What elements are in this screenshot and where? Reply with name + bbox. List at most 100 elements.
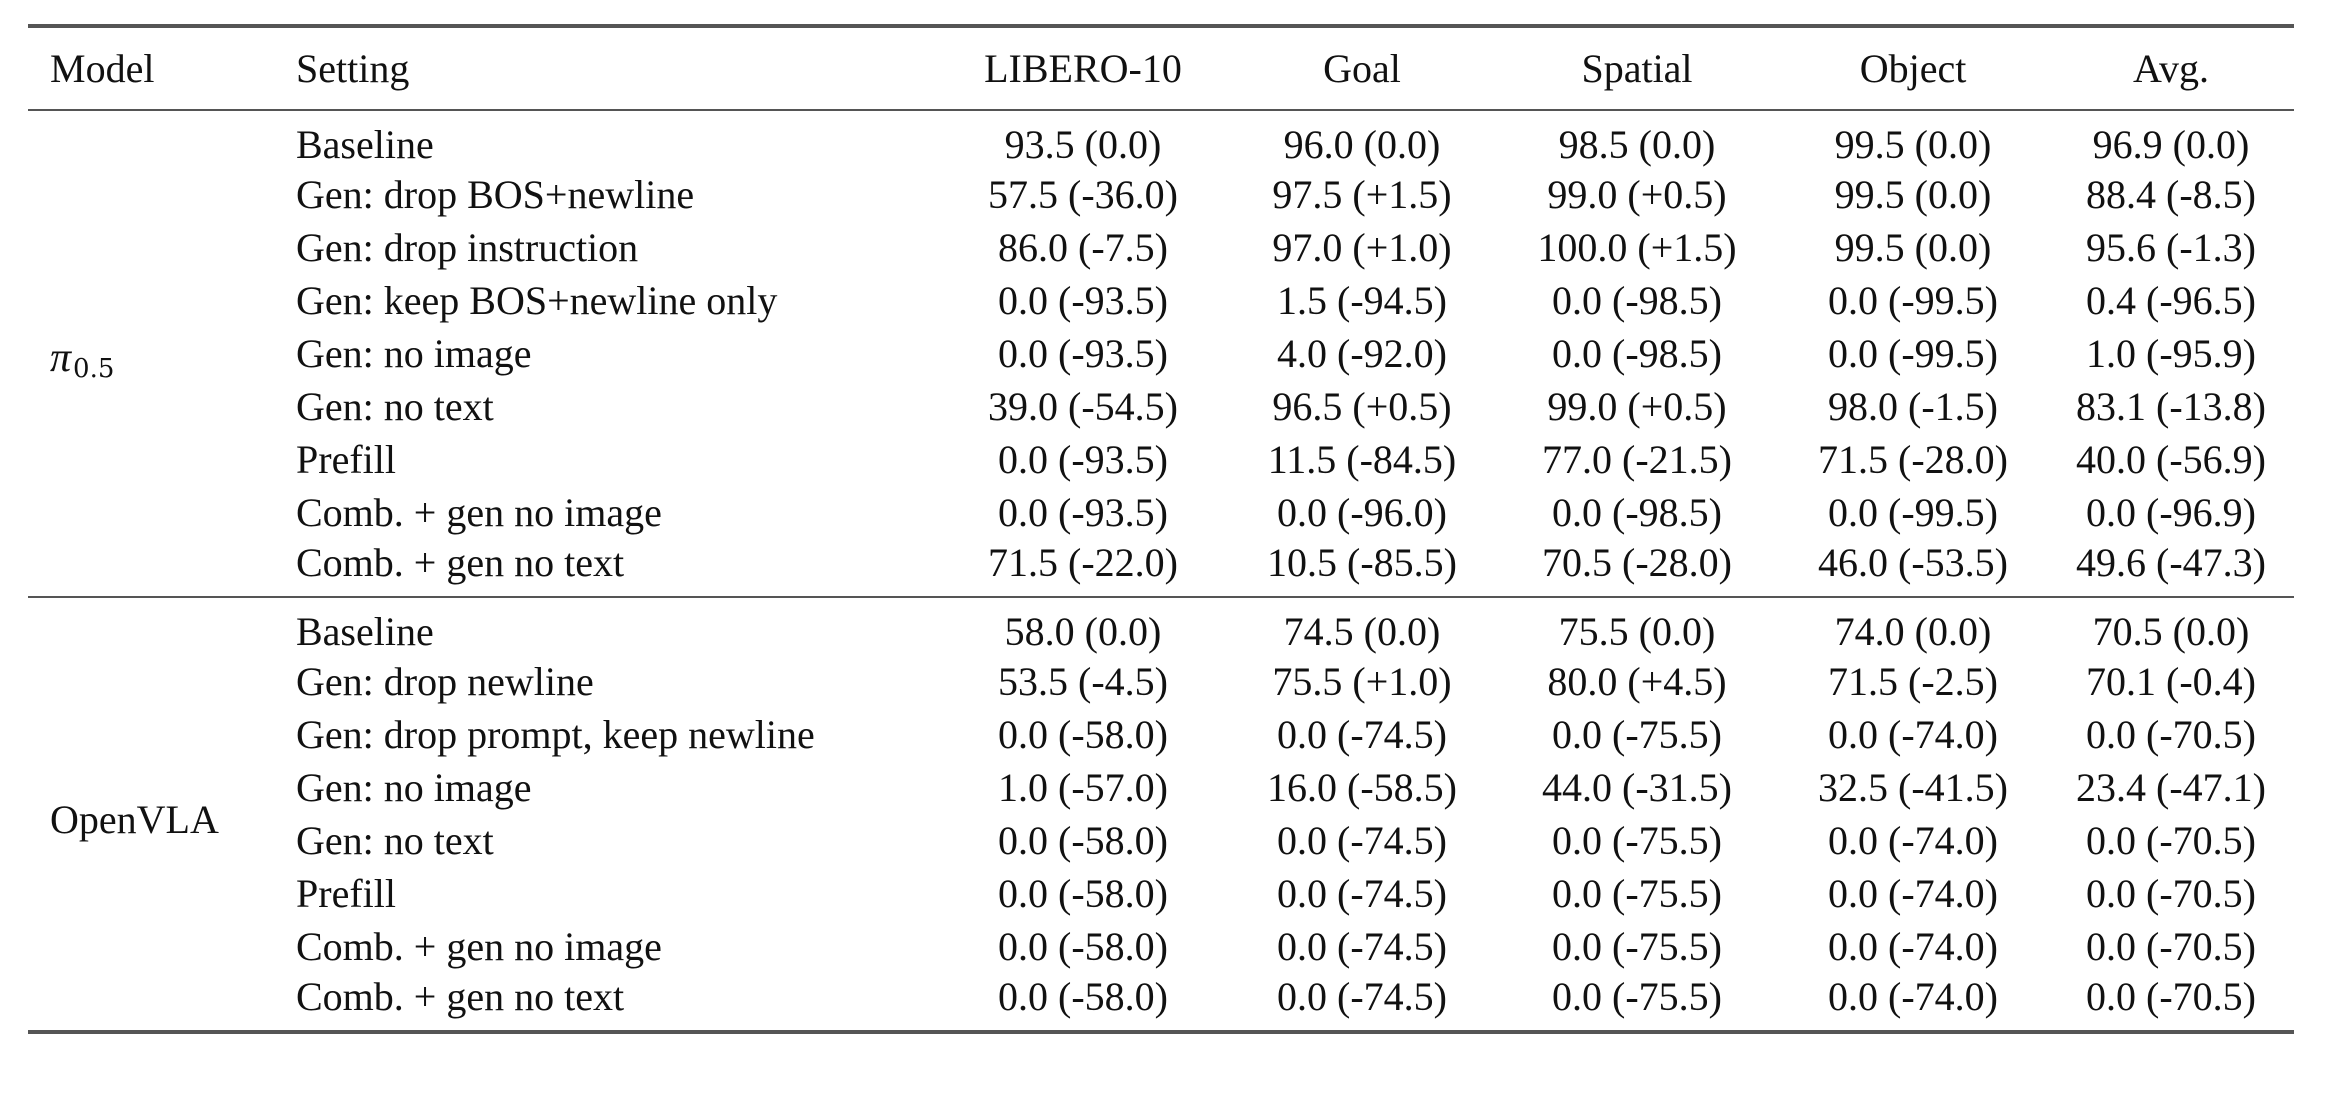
goal-cell: 0.0 (-74.5) [1277,871,1447,916]
table-row: Gen: drop BOS+newline 57.5 (-36.0) 97.5 (+… [28,168,2294,221]
goal-cell: 4.0 (-92.0) [1277,331,1447,376]
header-libero-10: LIBERO-10 [984,46,1182,91]
object-cell: 99.5 (0.0) [1834,122,1992,167]
goal-cell: 97.0 (+1.0) [1272,225,1452,270]
table-header: Model Setting LIBERO-10 Goal Spatial Obj… [28,26,2294,110]
table-row: Gen: drop prompt, keep newline 0.0 (-58.0… [28,708,2294,761]
table-row: Gen: no text 39.0 (-54.5) 96.5 (+0.5) 99.0 … [28,380,2294,433]
goal-cell: 1.5 (-94.5) [1277,278,1447,323]
avg-cell: 0.0 (-96.9) [2086,490,2256,535]
setting-cell: Comb. + gen no text [296,974,625,1019]
object-cell: 0.0 (-99.5) [1828,278,1998,323]
avg-cell: 40.0 (-56.9) [2076,437,2266,482]
table-row: Gen: no text 0.0 (-58.0) 0.0 (-74.5) 0.0 (-… [28,814,2294,867]
model-symbol: π [50,334,72,381]
goal-cell: 10.5 (-85.5) [1267,540,1457,585]
model-name-cell: OpenVLA [50,796,219,842]
spatial-cell: 0.0 (-98.5) [1552,331,1722,376]
object-cell: 71.5 (-28.0) [1818,437,2008,482]
avg-cell: 88.4 (-8.5) [2086,172,2256,217]
libero-10-cell: 0.0 (-93.5) [998,331,1168,376]
avg-cell: 49.6 (-47.3) [2076,540,2266,585]
spatial-cell: 70.5 (-28.0) [1542,540,1732,585]
libero-10-cell: 58.0 (0.0) [1004,609,1162,654]
table-body: π0.5 Baseline 93.5 (0.0) 96.0 (0.0) 98.5 (0.… [28,110,2294,1032]
setting-cell: Gen: no image [296,765,532,810]
model-subscript: 0.5 [73,353,115,384]
libero-10-cell: 0.0 (-58.0) [998,871,1168,916]
object-cell: 99.5 (0.0) [1834,225,1992,270]
libero-10-cell: 53.5 (-4.5) [998,659,1168,704]
table-row: Gen: keep BOS+newline only 0.0 (-93.5) 1.5… [28,274,2294,327]
header-avg: Avg. [2133,46,2209,91]
avg-cell: 0.0 (-70.5) [2086,924,2256,969]
header-goal: Goal [1323,46,1401,91]
goal-cell: 0.0 (-74.5) [1277,712,1447,757]
spatial-cell: 80.0 (+4.5) [1547,659,1727,704]
libero-10-cell: 0.0 (-58.0) [998,974,1168,1019]
setting-cell: Baseline [296,122,434,167]
avg-cell: 95.6 (-1.3) [2086,225,2256,270]
avg-cell: 0.0 (-70.5) [2086,712,2256,757]
spatial-cell: 0.0 (-75.5) [1552,712,1722,757]
spatial-cell: 98.5 (0.0) [1558,122,1716,167]
goal-cell: 0.0 (-74.5) [1277,924,1447,969]
table-row: Prefill 0.0 (-93.5) 11.5 (-84.5) 77.0 (-21.… [28,433,2294,486]
setting-cell: Prefill [296,437,396,482]
object-cell: 0.0 (-74.0) [1828,712,1998,757]
spatial-cell: 0.0 (-75.5) [1552,974,1722,1019]
goal-cell: 96.5 (+0.5) [1272,384,1452,429]
libero-10-cell: 0.0 (-93.5) [998,490,1168,535]
spatial-cell: 99.0 (+0.5) [1547,384,1727,429]
setting-cell: Comb. + gen no text [296,540,625,585]
goal-cell: 16.0 (-58.5) [1267,765,1457,810]
object-cell: 46.0 (-53.5) [1818,540,2008,585]
setting-cell: Gen: drop BOS+newline [296,172,695,217]
setting-cell: Gen: drop instruction [296,225,639,270]
spatial-cell: 100.0 (+1.5) [1537,225,1737,270]
object-cell: 0.0 (-74.0) [1828,871,1998,916]
object-cell: 98.0 (-1.5) [1828,384,1998,429]
avg-cell: 0.4 (-96.5) [2086,278,2256,323]
spatial-cell: 44.0 (-31.5) [1542,765,1732,810]
avg-cell: 0.0 (-70.5) [2086,818,2256,863]
setting-cell: Comb. + gen no image [296,924,662,969]
header-object: Object [1859,46,1967,91]
avg-cell: 23.4 (-47.1) [2076,765,2266,810]
object-cell: 0.0 (-74.0) [1828,818,1998,863]
setting-cell: Gen: no text [296,818,494,863]
table-row: Gen: no image 0.0 (-93.5) 4.0 (-92.0) 0.0 (… [28,327,2294,380]
goal-cell: 0.0 (-74.5) [1277,974,1447,1019]
table-row: Prefill 0.0 (-58.0) 0.0 (-74.5) 0.0 (-75.5)… [28,867,2294,920]
header-row: Model Setting LIBERO-10 Goal Spatial Obj… [28,26,2294,110]
object-cell: 0.0 (-74.0) [1828,924,1998,969]
spatial-cell: 0.0 (-98.5) [1552,278,1722,323]
object-cell: 0.0 (-99.5) [1828,331,1998,376]
header-model: Model [50,46,155,91]
goal-cell: 0.0 (-96.0) [1277,490,1447,535]
libero-10-cell: 93.5 (0.0) [1004,122,1162,167]
avg-cell: 70.5 (0.0) [2092,609,2250,654]
spatial-cell: 77.0 (-21.5) [1542,437,1732,482]
table-row: Gen: drop newline 53.5 (-4.5) 75.5 (+1.0) 8… [28,655,2294,708]
table-row: π0.5 Baseline 93.5 (0.0) 96.0 (0.0) 98.5 (0.… [28,110,2294,384]
spatial-cell: 75.5 (0.0) [1558,609,1716,654]
spatial-cell: 0.0 (-75.5) [1552,818,1722,863]
avg-cell: 1.0 (-95.9) [2086,331,2256,376]
setting-cell: Gen: no text [296,384,494,429]
avg-cell: 0.0 (-70.5) [2086,974,2256,1019]
header-setting: Setting [296,46,410,91]
setting-cell: Gen: keep BOS+newline only [296,278,778,323]
spatial-cell: 0.0 (-75.5) [1552,924,1722,969]
libero-10-cell: 39.0 (-54.5) [988,384,1178,429]
libero-10-cell: 0.0 (-58.0) [998,818,1168,863]
goal-cell: 75.5 (+1.0) [1272,659,1452,704]
table-row: Comb. + gen no text 0.0 (-58.0) 0.0 (-74.5… [28,973,2294,1032]
libero-10-cell: 57.5 (-36.0) [988,172,1178,217]
spatial-cell: 0.0 (-98.5) [1552,490,1722,535]
object-cell: 71.5 (-2.5) [1828,659,1998,704]
model-name-cell: π0.5 [28,110,270,597]
libero-10-cell: 1.0 (-57.0) [998,765,1168,810]
object-cell: 0.0 (-74.0) [1828,974,1998,1019]
header-spatial: Spatial [1581,46,1693,91]
